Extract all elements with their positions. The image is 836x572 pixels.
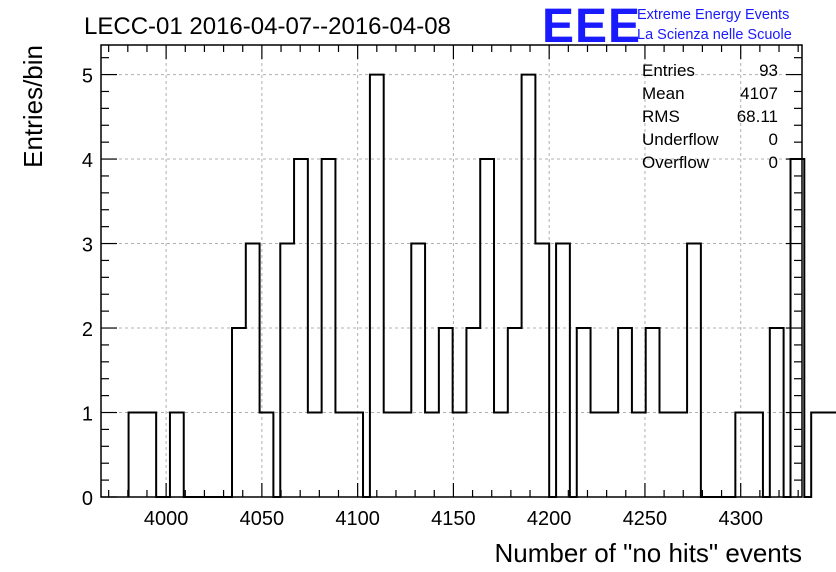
logo-line-2: La Scienza nelle Scuole: [637, 27, 792, 43]
y-tick-label: 1: [82, 404, 93, 426]
x-tick-label: 4250: [623, 508, 668, 530]
stat-underflow-label: Underflow: [642, 130, 719, 149]
stat-entries-value: 93: [759, 61, 778, 80]
x-tick-label: 4200: [527, 508, 572, 530]
stats-box: Entries 93 Mean 4107 RMS 68.11 Underflow…: [642, 61, 778, 172]
histogram-line: [127, 73, 836, 498]
y-tick-label: 3: [82, 235, 93, 257]
stat-rms-value: 68.11: [737, 107, 778, 126]
stat-rms-label: RMS: [642, 107, 680, 126]
y-tick-label: 0: [82, 488, 93, 510]
stat-overflow-value: 0: [769, 153, 778, 172]
logo-line-1: Extreme Energy Events: [637, 7, 789, 23]
stat-underflow-value: 0: [769, 130, 778, 149]
x-axis: 4000 4050 4100 4150 4200 4250 4300: [108, 45, 799, 530]
grid-lines: [101, 45, 802, 497]
chart-title: LECC-01 2016-04-07--2016-04-08: [84, 13, 451, 40]
x-tick-label: 4000: [144, 508, 189, 530]
x-tick-label: 4300: [718, 508, 763, 530]
eee-logo: EEE Extreme Energy Events La Scienza nel…: [542, 0, 792, 53]
y-axis: 0 1 2 3 4 5: [82, 57, 802, 510]
x-tick-label: 4050: [240, 508, 285, 530]
logo-letters: EEE: [542, 0, 641, 53]
plot-frame: [100, 44, 803, 498]
y-axis-title: Entries/bin: [18, 45, 48, 168]
x-tick-label: 4150: [431, 508, 476, 530]
y-tick-label: 5: [82, 66, 93, 88]
y-tick-label: 4: [82, 150, 93, 172]
stat-mean-label: Mean: [642, 84, 685, 103]
stat-overflow-label: Overflow: [642, 153, 710, 172]
stat-entries-label: Entries: [642, 61, 695, 80]
x-tick-label: 4100: [335, 508, 380, 530]
x-axis-title: Number of "no hits" events: [495, 538, 803, 568]
y-tick-label: 2: [82, 319, 93, 341]
stat-mean-value: 4107: [740, 84, 778, 103]
